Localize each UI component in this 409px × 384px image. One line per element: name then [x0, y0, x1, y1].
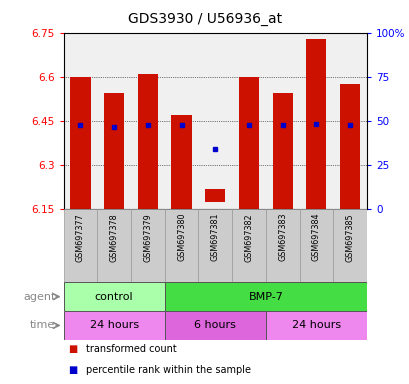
- Text: GSM697377: GSM697377: [76, 213, 85, 262]
- Text: percentile rank within the sample: percentile rank within the sample: [86, 365, 250, 375]
- Text: agent: agent: [23, 291, 55, 302]
- Text: 6 hours: 6 hours: [194, 320, 236, 331]
- Bar: [70, 77, 90, 209]
- Bar: [272, 93, 292, 209]
- Bar: [306, 38, 326, 209]
- Text: ■: ■: [67, 344, 77, 354]
- Bar: [265, 311, 366, 340]
- Bar: [63, 311, 164, 340]
- Bar: [299, 209, 333, 282]
- Text: GSM697379: GSM697379: [143, 213, 152, 262]
- Text: ■: ■: [67, 365, 77, 375]
- Text: GSM697385: GSM697385: [345, 213, 354, 262]
- Bar: [171, 115, 191, 209]
- Bar: [164, 209, 198, 282]
- Text: GSM697380: GSM697380: [177, 213, 186, 262]
- Text: transformed count: transformed count: [86, 344, 176, 354]
- Text: 24 hours: 24 hours: [291, 320, 340, 331]
- Bar: [63, 209, 97, 282]
- Bar: [137, 74, 157, 209]
- Bar: [238, 77, 258, 209]
- Text: GDS3930 / U56936_at: GDS3930 / U56936_at: [128, 12, 281, 25]
- Bar: [231, 209, 265, 282]
- Bar: [339, 84, 360, 209]
- Bar: [97, 209, 130, 282]
- Bar: [130, 209, 164, 282]
- Text: GSM697384: GSM697384: [311, 213, 320, 262]
- Bar: [104, 93, 124, 209]
- Bar: [204, 189, 225, 202]
- Bar: [333, 209, 366, 282]
- Text: GSM697383: GSM697383: [277, 213, 286, 262]
- Text: BMP-7: BMP-7: [248, 291, 283, 302]
- Bar: [164, 311, 265, 340]
- Bar: [164, 282, 366, 311]
- Text: GSM697378: GSM697378: [109, 213, 118, 262]
- Bar: [198, 209, 231, 282]
- Text: 24 hours: 24 hours: [89, 320, 138, 331]
- Text: control: control: [94, 291, 133, 302]
- Bar: [265, 209, 299, 282]
- Bar: [63, 282, 164, 311]
- Text: GSM697382: GSM697382: [244, 213, 253, 262]
- Text: time: time: [30, 320, 55, 331]
- Text: GSM697381: GSM697381: [210, 213, 219, 262]
